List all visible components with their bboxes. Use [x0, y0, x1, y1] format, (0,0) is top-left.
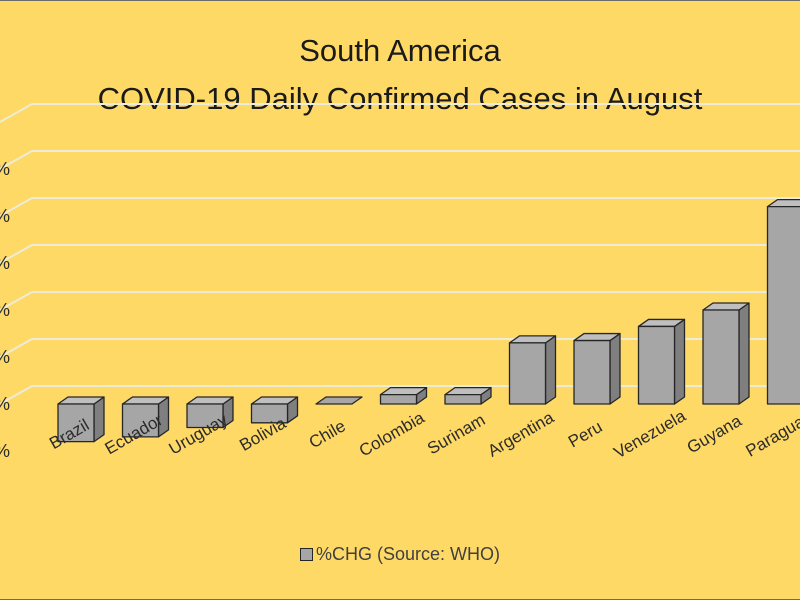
legend: %CHG (Source: WHO): [0, 544, 800, 565]
y-tick-label: %: [0, 347, 10, 367]
bar-side-argentina: [546, 336, 556, 404]
legend-label: %CHG (Source: WHO): [316, 544, 500, 564]
category-label-guyana: Guyana: [684, 411, 746, 457]
category-label-chile: Chile: [306, 416, 349, 452]
bar-surinam: [445, 395, 481, 404]
category-label-argentina: Argentina: [484, 408, 557, 461]
bar-guyana: [703, 310, 739, 404]
y-tick-label: %: [0, 253, 10, 273]
bar-side-venezuela: [675, 319, 685, 404]
bar-side-guyana: [739, 303, 749, 404]
category-label-surinam: Surinam: [424, 410, 488, 458]
bar-argentina: [510, 343, 546, 404]
bar-top-paraguay: [768, 200, 800, 207]
category-label-paraguay: Paraguay: [742, 408, 800, 461]
category-label-peru: Peru: [565, 417, 606, 451]
legend-swatch: [300, 548, 313, 561]
y-tick-label: %: [0, 441, 10, 461]
category-label-venezuela: Venezuela: [611, 406, 690, 462]
bar-side-peru: [610, 334, 620, 404]
y-tick-label: %: [0, 206, 10, 226]
gridline-depth-6: [0, 104, 32, 122]
bar-venezuela: [639, 326, 675, 404]
y-tick-label: %: [0, 159, 10, 179]
y-tick-label: %: [0, 300, 10, 320]
category-label-colombia: Colombia: [356, 408, 428, 461]
bar-colombia: [381, 395, 417, 404]
y-tick-label: %: [0, 394, 10, 414]
bar-chile: [316, 397, 362, 404]
bar-paraguay: [768, 207, 800, 404]
bar-peru: [574, 341, 610, 404]
